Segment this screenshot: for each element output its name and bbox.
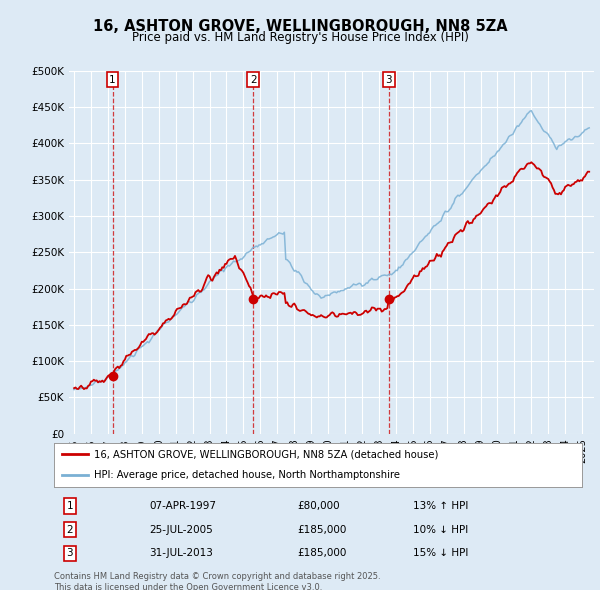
Text: 1: 1 bbox=[67, 501, 73, 511]
Text: 15% ↓ HPI: 15% ↓ HPI bbox=[413, 548, 469, 558]
Text: HPI: Average price, detached house, North Northamptonshire: HPI: Average price, detached house, Nort… bbox=[94, 470, 400, 480]
Text: 13% ↑ HPI: 13% ↑ HPI bbox=[413, 501, 469, 511]
Text: 2: 2 bbox=[67, 525, 73, 535]
Text: £185,000: £185,000 bbox=[297, 525, 346, 535]
Text: Price paid vs. HM Land Registry's House Price Index (HPI): Price paid vs. HM Land Registry's House … bbox=[131, 31, 469, 44]
Text: Contains HM Land Registry data © Crown copyright and database right 2025.
This d: Contains HM Land Registry data © Crown c… bbox=[54, 572, 380, 590]
Text: 16, ASHTON GROVE, WELLINGBOROUGH, NN8 5ZA: 16, ASHTON GROVE, WELLINGBOROUGH, NN8 5Z… bbox=[92, 19, 508, 34]
Text: 31-JUL-2013: 31-JUL-2013 bbox=[149, 548, 213, 558]
Text: 3: 3 bbox=[385, 74, 392, 84]
Text: £80,000: £80,000 bbox=[297, 501, 340, 511]
Text: 07-APR-1997: 07-APR-1997 bbox=[149, 501, 216, 511]
Text: 16, ASHTON GROVE, WELLINGBOROUGH, NN8 5ZA (detached house): 16, ASHTON GROVE, WELLINGBOROUGH, NN8 5Z… bbox=[94, 450, 438, 460]
Text: 25-JUL-2005: 25-JUL-2005 bbox=[149, 525, 213, 535]
Text: 2: 2 bbox=[250, 74, 256, 84]
Text: 3: 3 bbox=[67, 548, 73, 558]
Text: 10% ↓ HPI: 10% ↓ HPI bbox=[413, 525, 468, 535]
Text: 1: 1 bbox=[109, 74, 116, 84]
Text: £185,000: £185,000 bbox=[297, 548, 346, 558]
